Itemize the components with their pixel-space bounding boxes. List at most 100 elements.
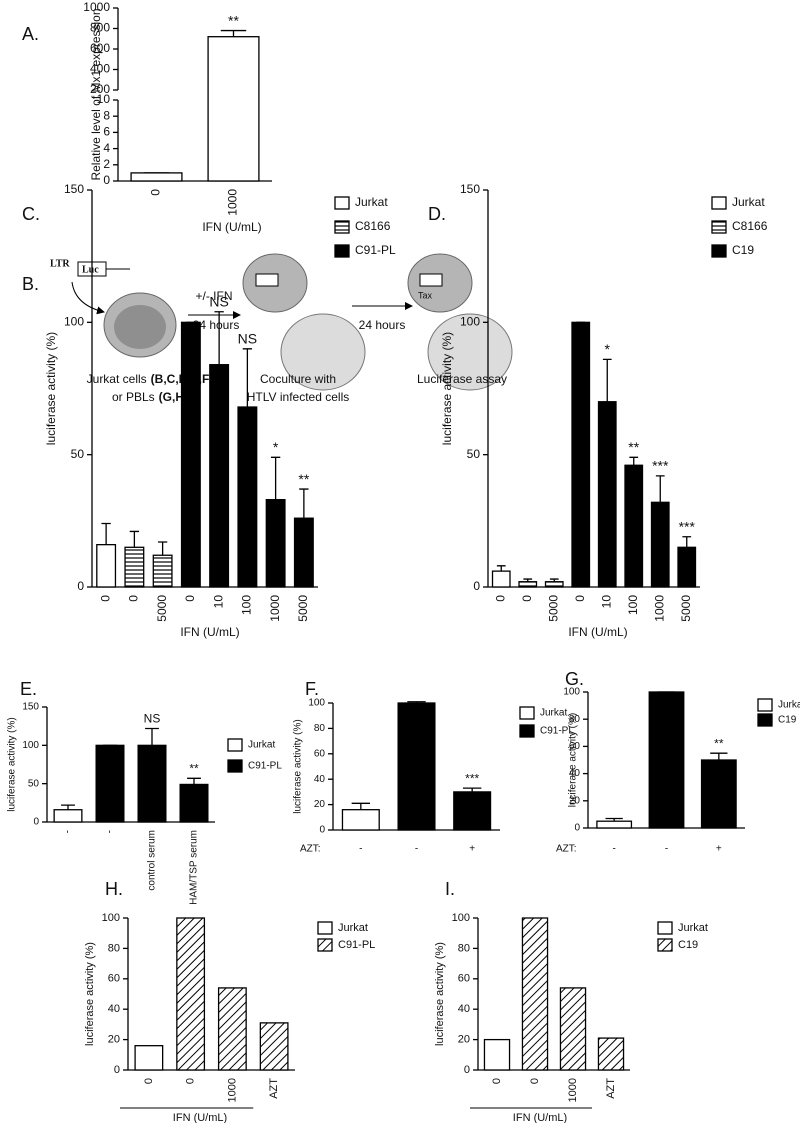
y-tick-label: 400 — [90, 62, 110, 76]
bar — [571, 321, 591, 588]
y-axis-label: luciferase activity (%) — [44, 332, 58, 445]
assay-label: Luciferase assay — [417, 372, 507, 386]
significance: ** — [628, 439, 639, 455]
x-axis-label: IFN (U/mL) — [513, 1112, 567, 1123]
bar — [518, 581, 538, 588]
y-tick-label: 40 — [458, 1003, 470, 1015]
arrow — [71, 281, 105, 315]
legend-swatch — [519, 724, 535, 738]
bar — [259, 1022, 289, 1071]
y-tick-label: 100 — [460, 315, 480, 329]
bar — [397, 702, 436, 831]
legend-swatch — [317, 921, 333, 935]
error-bar — [129, 530, 140, 548]
bar — [544, 581, 564, 588]
panel-label: H. — [105, 879, 123, 899]
bar — [597, 1037, 625, 1071]
significance: ** — [189, 761, 199, 775]
x-tick-label: 10 — [211, 595, 225, 609]
legend-swatch — [334, 244, 350, 258]
y-tick-label: 600 — [90, 41, 110, 55]
legend-label: Jurkat — [732, 195, 765, 209]
panel-label: C. — [22, 204, 40, 224]
y-tick-label: 0 — [473, 579, 480, 593]
x-tick-label: 10 — [599, 595, 613, 609]
y-tick-label: 800 — [90, 21, 110, 35]
x-tick-label: + — [469, 844, 475, 855]
legend-label: Jurkat — [338, 922, 368, 934]
error-bar — [270, 456, 281, 500]
legend-swatch — [519, 706, 535, 720]
y-tick-label: 60 — [314, 748, 326, 759]
x-tick-label: 5000 — [679, 595, 693, 622]
y-tick-label: 4 — [103, 141, 110, 155]
x-tick-label: 0 — [143, 1078, 155, 1084]
bar — [491, 570, 511, 588]
x-axis-label: IFN (U/mL) — [173, 1112, 227, 1123]
y-tick-label: 50 — [71, 447, 85, 461]
x-axis-label: IFN (U/mL) — [202, 220, 261, 234]
y-tick-label: 150 — [64, 182, 84, 196]
y-axis-label: luciferase activity (%) — [440, 332, 454, 445]
y-tick-label: 80 — [108, 942, 120, 954]
y-tick-label: 1000 — [83, 0, 110, 14]
construct — [255, 273, 279, 287]
y-tick-label: 60 — [458, 973, 470, 985]
time-label: 24 hours — [193, 318, 240, 332]
y-tick-label: 100 — [308, 698, 325, 709]
bar — [95, 744, 125, 823]
y-tick-label: 80 — [569, 714, 581, 725]
bar — [53, 809, 83, 823]
x-tick-label: 5000 — [155, 595, 169, 622]
legend-swatch — [317, 938, 333, 952]
legend-swatch — [334, 220, 350, 234]
legend-swatch — [227, 759, 243, 773]
legend-swatch — [711, 196, 727, 210]
significance: ** — [714, 736, 724, 750]
y-tick-label: 60 — [569, 741, 581, 752]
y-tick-label: 100 — [452, 912, 470, 924]
x-axis-label: AZT: — [556, 844, 577, 855]
bar — [596, 820, 633, 829]
tax-label: Tax — [418, 290, 433, 300]
bar — [483, 1038, 511, 1071]
y-tick-label: 0 — [319, 825, 325, 836]
bar — [207, 36, 260, 182]
y-axis-label: Relative level of Mx1 expression — [89, 8, 103, 180]
bar — [96, 544, 117, 588]
x-tick-label: - — [105, 830, 116, 833]
x-tick-label: 5000 — [296, 595, 310, 622]
bar — [134, 1045, 164, 1071]
error-bar — [351, 802, 371, 810]
y-tick-label: 80 — [458, 942, 470, 954]
legend-swatch — [757, 713, 773, 727]
error-bar — [61, 804, 75, 810]
legend-label: C91-PL — [355, 243, 396, 257]
y-axis-label: luciferase activity (%) — [84, 942, 96, 1046]
significance: *** — [679, 518, 696, 534]
x-tick-label: 5000 — [546, 595, 560, 622]
error-bar — [629, 456, 639, 466]
pbl-label: or PBLs (G,H) — [112, 390, 188, 404]
y-tick-label: 200 — [90, 82, 110, 96]
bar — [597, 401, 617, 588]
bar — [648, 691, 685, 829]
y-tick-label: 0 — [114, 1064, 120, 1076]
significance: * — [273, 439, 279, 455]
bar — [293, 517, 314, 588]
x-tick-label: 0 — [127, 595, 141, 602]
y-tick-label: 50 — [467, 447, 481, 461]
x-tick-label: 0 — [149, 189, 163, 196]
y-tick-label: 0 — [77, 579, 84, 593]
diagram: B. LTR Luc +/- IFN 24 hours 24 hours Tax… — [22, 253, 513, 404]
legend-label: C19 — [732, 243, 754, 257]
x-tick-label: AZT — [268, 1078, 280, 1099]
legend-label: Jurkat — [678, 922, 708, 934]
x-tick-label: 1000 — [226, 189, 240, 216]
infected-cell — [280, 313, 366, 391]
y-tick-label: 40 — [569, 768, 581, 779]
legend-swatch — [657, 938, 673, 952]
significance: *** — [652, 458, 669, 474]
error-bar — [655, 475, 665, 503]
nucleus — [114, 305, 166, 349]
